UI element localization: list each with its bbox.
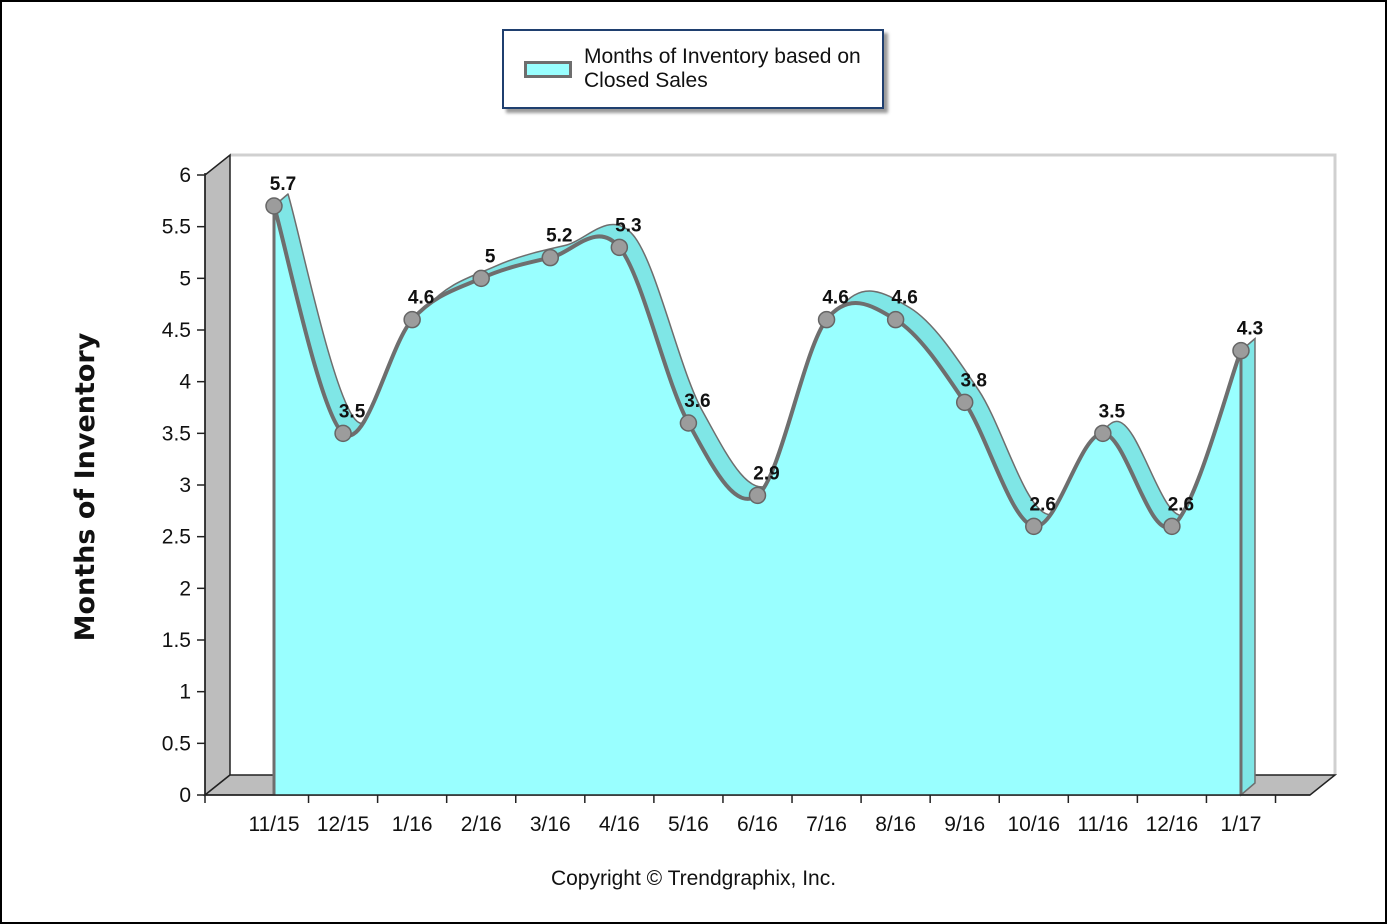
y-tick-label: 2.5 bbox=[162, 526, 191, 549]
back-wall bbox=[230, 153, 1337, 775]
data-label: 5.2 bbox=[546, 226, 572, 247]
x-tick-label: 2/16 bbox=[461, 813, 502, 836]
data-point bbox=[610, 238, 629, 257]
data-label: 3.8 bbox=[960, 370, 986, 391]
data-point bbox=[334, 424, 352, 443]
data-label: 2.6 bbox=[1168, 494, 1194, 515]
data-label: 5 bbox=[485, 246, 496, 267]
data-point bbox=[541, 248, 560, 267]
data-label: 4.6 bbox=[891, 288, 917, 309]
copyright-text: Copyright © Trendgraphix, Inc. bbox=[550, 867, 837, 890]
markers-layer bbox=[265, 197, 1250, 536]
x-tick-label: 12/16 bbox=[1146, 813, 1199, 836]
x-tick-label: 5/16 bbox=[668, 813, 709, 836]
y-tick-label: 0 bbox=[179, 784, 191, 807]
data-label: 4.3 bbox=[1237, 319, 1263, 340]
x-tick-label: 11/15 bbox=[249, 813, 300, 836]
data-label: 4.6 bbox=[822, 288, 848, 309]
area-end-face bbox=[1240, 337, 1256, 797]
data-label: 2.9 bbox=[753, 463, 779, 484]
x-tick-label: 10/16 bbox=[1007, 813, 1060, 836]
data-point bbox=[1232, 341, 1250, 360]
data-point bbox=[1163, 517, 1181, 536]
data-point bbox=[679, 414, 698, 432]
y-tick-label: 1 bbox=[179, 681, 191, 704]
data-point bbox=[403, 310, 421, 329]
data-point bbox=[817, 310, 836, 329]
data-label: 5.3 bbox=[615, 215, 641, 236]
x-tick-label: 7/16 bbox=[806, 813, 847, 836]
y-tick-label: 6 bbox=[179, 164, 191, 187]
y-tick-label: 2 bbox=[179, 577, 191, 600]
left-wall bbox=[204, 153, 231, 797]
data-point bbox=[1025, 517, 1043, 536]
y-tick-label: 3 bbox=[179, 474, 191, 497]
data-point bbox=[886, 310, 905, 329]
x-tick-label: 6/16 bbox=[737, 813, 778, 836]
data-point bbox=[265, 197, 283, 215]
data-point bbox=[955, 393, 974, 412]
x-tick-label: 4/16 bbox=[599, 813, 640, 836]
y-tick-label: 3.5 bbox=[162, 422, 191, 445]
data-label: 5.7 bbox=[270, 174, 296, 195]
y-tick-label: 5 bbox=[179, 267, 191, 290]
x-tick-label: 9/16 bbox=[944, 813, 985, 836]
data-point bbox=[748, 486, 767, 505]
data-labels-layer: 5.7 3.5 4.6 5 5.2 5.3 3.6 2.9 4.6 4.6 3.8 2.6 3.5 2.6… bbox=[270, 174, 1263, 515]
y-tick-label: 0.5 bbox=[162, 732, 191, 755]
x-tick-label: 1/16 bbox=[392, 813, 433, 836]
x-tick-label: 12/15 bbox=[317, 813, 370, 836]
legend-label: Months of Inventory based on Closed Sale… bbox=[584, 45, 861, 92]
data-point bbox=[1094, 424, 1112, 443]
data-label: 4.6 bbox=[408, 288, 434, 309]
y-tick-label: 4 bbox=[179, 371, 191, 394]
y-axis-title: Months of Inventory bbox=[70, 332, 101, 641]
x-tick-label: 1/17 bbox=[1221, 813, 1262, 836]
y-tick-label: 1.5 bbox=[162, 629, 191, 652]
data-point bbox=[472, 269, 490, 288]
y-tick-label: 4.5 bbox=[162, 319, 191, 342]
axes-layer: 0 0.5 1 1.5 2 2.5 3 3.5 4 4.5 5 5.5 6 11/15 12/15 1/16 2… bbox=[162, 164, 1310, 836]
legend: Months of Inventory based on Closed Sale… bbox=[502, 29, 884, 109]
data-label: 3.5 bbox=[339, 401, 366, 422]
x-tick-label: 8/16 bbox=[875, 813, 916, 836]
x-tick-label: 11/16 bbox=[1077, 813, 1128, 836]
data-label: 2.6 bbox=[1030, 494, 1056, 515]
x-tick-label: 3/16 bbox=[530, 813, 571, 836]
legend-swatch bbox=[524, 61, 572, 78]
data-label: 3.6 bbox=[684, 391, 710, 412]
data-label: 3.5 bbox=[1099, 401, 1126, 422]
y-tick-label: 5.5 bbox=[162, 216, 191, 239]
